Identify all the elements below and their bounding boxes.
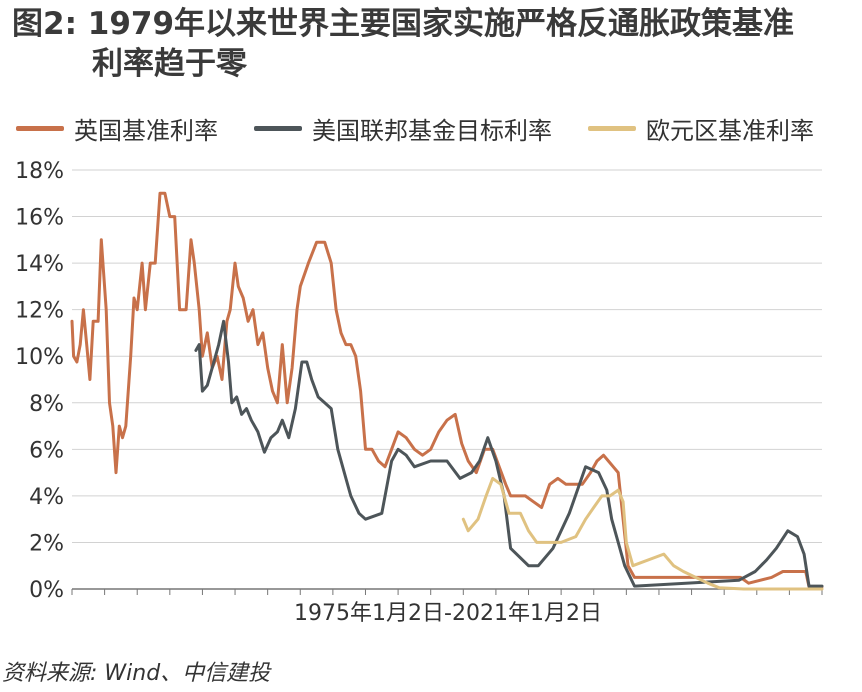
legend-swatch-us: [254, 125, 302, 131]
y-tick-label: 0%: [29, 578, 64, 603]
y-tick-label: 12%: [15, 299, 64, 324]
legend-item-uk: 英国基准利率: [16, 111, 218, 146]
legend-swatch-eu: [588, 125, 636, 131]
legend-label-us: 美国联邦基金目标利率: [312, 116, 552, 145]
y-tick-label: 18%: [15, 159, 64, 184]
y-tick-label: 8%: [29, 392, 64, 417]
chart-title: 图2: 1979年以来世界主要国家实施严格反通胀政策基准 利率趋于零: [12, 4, 852, 84]
x-axis-label: 1975年1月2日-2021年1月2日: [294, 601, 602, 626]
legend-item-us: 美国联邦基金目标利率: [254, 111, 552, 146]
legend-label-eu: 欧元区基准利率: [646, 116, 814, 145]
series-line-uk-bank-rate: [70, 191, 824, 589]
chart-title-line2: 利率趋于零: [92, 46, 247, 82]
series-line-us-fed-funds-target: [194, 319, 824, 588]
source-note: 资料来源: Wind、中信建投: [2, 661, 271, 686]
series-lines: [70, 191, 824, 591]
y-tick-label: 2%: [29, 531, 64, 556]
y-tick-label: 4%: [29, 485, 64, 510]
chart-title-line1: 图2: 1979年以来世界主要国家实施严格反通胀政策基准: [12, 6, 795, 42]
line-chart: 0% 2% 4% 6% 8% 10% 12% 14% 16% 18% 1975年1月2日-2021…: [15, 159, 824, 626]
legend-item-eu: 欧元区基准利率: [588, 111, 814, 146]
y-tick-label: 6%: [29, 438, 64, 463]
y-axis-ticks: 0% 2% 4% 6% 8% 10% 12% 14% 16% 18%: [15, 159, 64, 603]
x-axis: [71, 589, 823, 595]
chart-legend: 英国基准利率 美国联邦基金目标利率 欧元区基准利率: [16, 108, 846, 148]
series-line-euro-area-rate: [461, 476, 824, 591]
y-tick-label: 16%: [15, 206, 64, 231]
gridlines: [72, 169, 822, 590]
legend-swatch-uk: [16, 125, 64, 131]
legend-label-uk: 英国基准利率: [74, 116, 218, 145]
y-tick-label: 14%: [15, 252, 64, 277]
y-tick-label: 10%: [15, 345, 64, 370]
